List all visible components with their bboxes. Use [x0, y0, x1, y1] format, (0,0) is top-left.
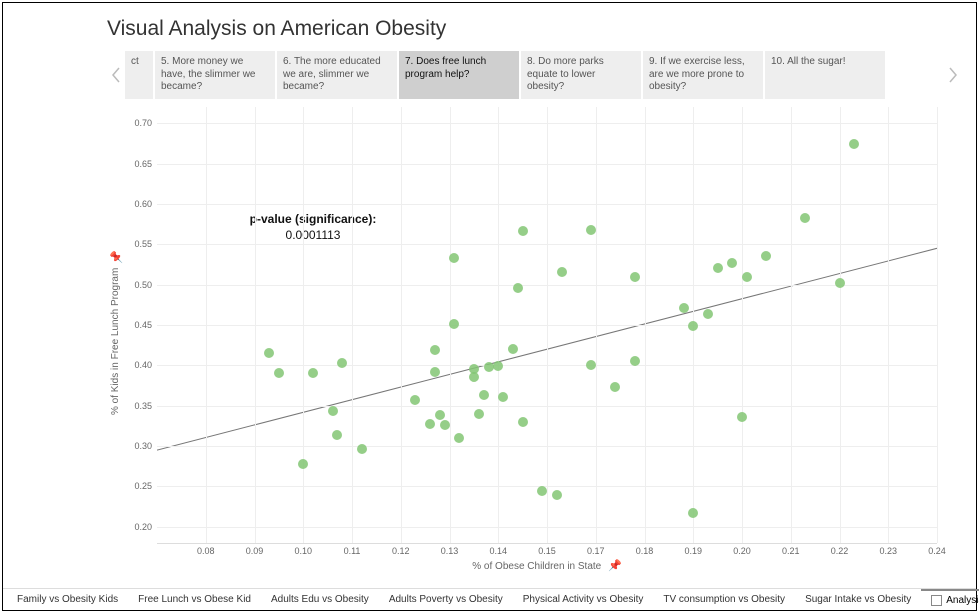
sheet-tab[interactable]: Physical Activity vs Obesity	[513, 589, 654, 610]
y-tick-label: 0.30	[134, 441, 152, 451]
y-tick-label: 0.60	[134, 199, 152, 209]
x-tick-label: 0.12	[392, 546, 410, 556]
data-point[interactable]	[513, 283, 523, 293]
data-point[interactable]	[586, 225, 596, 235]
y-tick-label: 0.40	[134, 360, 152, 370]
y-tick-label: 0.55	[134, 239, 152, 249]
scatter-chart: % of Kids in Free Lunch Program 📌 p-valu…	[17, 107, 962, 588]
y-tick-label: 0.25	[134, 481, 152, 491]
sheet-tab[interactable]: Free Lunch vs Obese Kid	[128, 589, 261, 610]
sheet-tab[interactable]: Adults Poverty vs Obesity	[379, 589, 513, 610]
y-tick-label: 0.70	[134, 118, 152, 128]
p-value-annotation: p-value (significance):0.0001113	[250, 211, 377, 243]
dashboard-icon	[931, 595, 942, 606]
gridline	[157, 446, 937, 447]
y-axis-label: % of Kids in Free Lunch Program 📌	[107, 107, 124, 558]
gridline	[937, 107, 938, 543]
x-tick-label: 0.23	[879, 546, 897, 556]
data-point[interactable]	[430, 367, 440, 377]
data-point[interactable]	[440, 420, 450, 430]
pin-icon: 📌	[608, 560, 622, 572]
data-point[interactable]	[518, 226, 528, 236]
sheet-tab[interactable]: Analysis	[921, 589, 979, 610]
x-tick-label: 0.24	[928, 546, 946, 556]
x-tick-label: 0.13	[441, 546, 459, 556]
data-point[interactable]	[703, 309, 713, 319]
data-point[interactable]	[688, 321, 698, 331]
data-point[interactable]	[430, 345, 440, 355]
sheet-tab[interactable]: Family vs Obesity Kids	[7, 589, 128, 610]
y-tick-label: 0.20	[134, 522, 152, 532]
x-tick-label: 0.19	[684, 546, 702, 556]
sheet-tab[interactable]: Adults Edu vs Obesity	[261, 589, 379, 610]
gridline	[157, 244, 937, 245]
story-tab[interactable]: 6. The more educated we are, slimmer we …	[277, 51, 397, 99]
sheet-tab[interactable]: TV consumption vs Obesity	[653, 589, 795, 610]
data-point[interactable]	[498, 392, 508, 402]
data-point[interactable]	[557, 267, 567, 277]
page-title: Visual Analysis on American Obesity	[107, 17, 962, 41]
data-point[interactable]	[474, 409, 484, 419]
story-prev-arrow[interactable]	[107, 51, 125, 99]
data-point[interactable]	[518, 417, 528, 427]
y-tick-label: 0.50	[134, 280, 152, 290]
x-tick-label: 0.22	[831, 546, 849, 556]
x-tick-label: 0.17	[587, 546, 605, 556]
gridline	[157, 164, 937, 165]
x-tick-label: 0.15	[538, 546, 556, 556]
x-tick-label: 0.14	[489, 546, 507, 556]
sheet-tab[interactable]: Sugar Intake vs Obesity	[795, 589, 921, 610]
y-tick-label: 0.45	[134, 320, 152, 330]
pin-icon: 📌	[109, 250, 122, 263]
gridline	[157, 123, 937, 124]
x-tick-label: 0.21	[782, 546, 800, 556]
gridline	[157, 406, 937, 407]
x-axis-label: % of Obese Children in State 📌	[157, 559, 937, 572]
data-point[interactable]	[737, 412, 747, 422]
x-tick-label: 0.18	[636, 546, 654, 556]
x-tick-label: 0.10	[294, 546, 312, 556]
gridline	[157, 204, 937, 205]
gridline	[157, 527, 937, 528]
data-point[interactable]	[552, 490, 562, 500]
data-point[interactable]	[328, 406, 338, 416]
story-tab[interactable]: 10. All the sugar!	[765, 51, 885, 99]
story-tab[interactable]: 8. Do more parks equate to lower obesity…	[521, 51, 641, 99]
data-point[interactable]	[630, 272, 640, 282]
story-nav: ct5. More money we have, the slimmer we …	[107, 51, 962, 99]
gridline	[157, 285, 937, 286]
x-tick-label: 0.09	[246, 546, 264, 556]
data-point[interactable]	[479, 390, 489, 400]
x-tick-label: 0.20	[733, 546, 751, 556]
gridline	[157, 365, 937, 366]
story-tab[interactable]: ct	[125, 51, 153, 99]
story-tab[interactable]: 7. Does free lunch program help?	[399, 51, 519, 99]
y-tick-label: 0.35	[134, 401, 152, 411]
sheet-tab-bar: Family vs Obesity KidsFree Lunch vs Obes…	[3, 588, 976, 610]
story-tab[interactable]: 5. More money we have, the slimmer we be…	[155, 51, 275, 99]
gridline	[157, 325, 937, 326]
data-point[interactable]	[679, 303, 689, 313]
story-tab[interactable]: 9. If we exercise less, are we more pron…	[643, 51, 763, 99]
story-next-arrow[interactable]	[944, 51, 962, 99]
x-tick-label: 0.08	[197, 546, 215, 556]
data-point[interactable]	[835, 278, 845, 288]
x-tick-label: 0.11	[344, 546, 361, 556]
gridline	[157, 486, 937, 487]
data-point[interactable]	[435, 410, 445, 420]
data-point[interactable]	[742, 272, 752, 282]
y-tick-label: 0.65	[134, 159, 152, 169]
data-point[interactable]	[484, 362, 494, 372]
